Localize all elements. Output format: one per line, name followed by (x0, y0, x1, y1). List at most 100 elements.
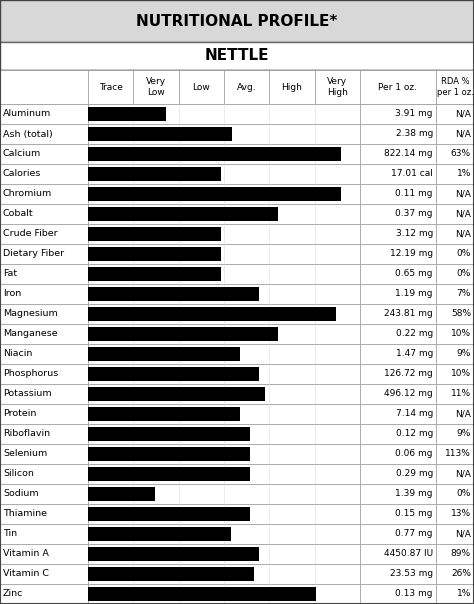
Bar (88, 207, 278, 221)
Text: Magnesium: Magnesium (3, 309, 58, 318)
Text: 0%: 0% (456, 489, 471, 498)
Text: 0%: 0% (456, 249, 471, 259)
Bar (88, 244, 360, 264)
Text: 3.91 mg: 3.91 mg (395, 109, 433, 118)
Bar (0, 424, 88, 444)
Text: 7.14 mg: 7.14 mg (396, 410, 433, 419)
Bar (88, 327, 278, 341)
Bar (0, 484, 88, 504)
Bar (0, 204, 88, 224)
Text: N/A: N/A (455, 210, 471, 219)
Bar (436, 264, 474, 284)
Bar (360, 224, 436, 244)
Text: 0.65 mg: 0.65 mg (395, 269, 433, 278)
Bar (360, 324, 436, 344)
Bar (436, 204, 474, 224)
Bar (88, 307, 336, 321)
Text: Selenium: Selenium (3, 449, 47, 458)
Bar (436, 484, 474, 504)
Text: 89%: 89% (451, 550, 471, 559)
Text: Silicon: Silicon (3, 469, 34, 478)
Text: 126.72 mg: 126.72 mg (384, 370, 433, 379)
Text: 822.14 mg: 822.14 mg (384, 150, 433, 158)
Bar (360, 464, 436, 484)
Bar (0, 344, 88, 364)
Bar (360, 284, 436, 304)
Bar (88, 226, 221, 241)
Bar (88, 427, 250, 441)
Bar (88, 367, 259, 381)
Bar (269, 70, 315, 104)
Text: N/A: N/A (455, 230, 471, 239)
Bar (436, 304, 474, 324)
Bar (88, 587, 317, 601)
Bar (88, 264, 360, 284)
Bar (0, 264, 88, 284)
Text: 3.12 mg: 3.12 mg (396, 230, 433, 239)
Text: N/A: N/A (455, 530, 471, 539)
Bar (436, 544, 474, 564)
Bar (436, 404, 474, 424)
Bar (360, 564, 436, 584)
Bar (436, 504, 474, 524)
Text: NETTLE: NETTLE (205, 48, 269, 63)
Bar (0, 70, 88, 104)
Text: Niacin: Niacin (3, 350, 32, 359)
Text: 23.53 mg: 23.53 mg (390, 570, 433, 579)
Bar (436, 364, 474, 384)
Bar (360, 124, 436, 144)
Bar (88, 107, 165, 121)
Bar (0, 364, 88, 384)
Text: 1%: 1% (456, 590, 471, 599)
Text: Very
Low: Very Low (146, 77, 166, 97)
Bar (436, 244, 474, 264)
Bar (436, 184, 474, 204)
Text: N/A: N/A (455, 410, 471, 419)
Bar (133, 70, 179, 104)
Bar (436, 384, 474, 404)
Bar (0, 524, 88, 544)
Text: Chromium: Chromium (3, 190, 52, 199)
Bar (179, 70, 224, 104)
Text: 496.12 mg: 496.12 mg (384, 390, 433, 399)
Text: 0.22 mg: 0.22 mg (396, 330, 433, 338)
Bar (0, 164, 88, 184)
Bar (88, 524, 360, 544)
Text: Low: Low (192, 83, 210, 91)
Bar (88, 347, 240, 361)
Bar (88, 487, 155, 501)
Text: Protein: Protein (3, 410, 36, 419)
Bar (88, 387, 265, 401)
Bar (88, 424, 360, 444)
Bar (88, 284, 360, 304)
Bar (436, 324, 474, 344)
Bar (436, 464, 474, 484)
Bar (88, 404, 360, 424)
Text: Fat: Fat (3, 269, 17, 278)
Bar (360, 524, 436, 544)
Bar (436, 144, 474, 164)
Text: Zinc: Zinc (3, 590, 23, 599)
Bar (0, 504, 88, 524)
Bar (436, 70, 474, 104)
Bar (436, 444, 474, 464)
Bar (88, 224, 360, 244)
Bar (0, 544, 88, 564)
Bar (88, 70, 133, 104)
Bar (360, 184, 436, 204)
Text: High: High (282, 83, 302, 91)
Text: Phosphorus: Phosphorus (3, 370, 58, 379)
Bar (0, 584, 88, 604)
Bar (436, 524, 474, 544)
Text: Dietary Fiber: Dietary Fiber (3, 249, 64, 259)
Bar (88, 104, 360, 124)
Text: N/A: N/A (455, 129, 471, 138)
Bar (360, 584, 436, 604)
Text: Calories: Calories (3, 170, 41, 179)
Text: 1%: 1% (456, 170, 471, 179)
Text: 0.29 mg: 0.29 mg (396, 469, 433, 478)
Text: Manganese: Manganese (3, 330, 58, 338)
Bar (360, 70, 436, 104)
Bar (0, 324, 88, 344)
Text: 63%: 63% (451, 150, 471, 158)
